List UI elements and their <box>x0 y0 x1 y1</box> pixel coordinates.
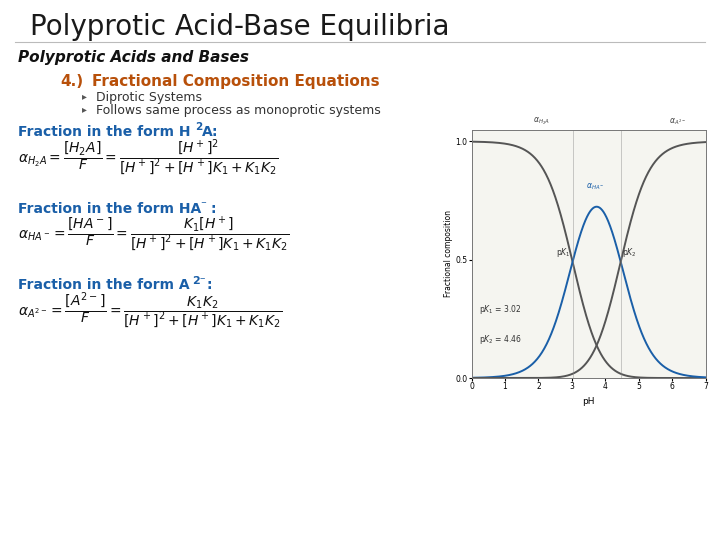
Text: $\alpha_{A^{2-}}$: $\alpha_{A^{2-}}$ <box>669 117 686 127</box>
Text: p$K_2$ = 4.46: p$K_2$ = 4.46 <box>479 333 522 346</box>
Text: 2: 2 <box>195 122 202 132</box>
Text: ▸: ▸ <box>82 104 87 114</box>
Text: ▸: ▸ <box>82 91 87 101</box>
Text: Fractional Composition Equations: Fractional Composition Equations <box>92 74 379 89</box>
Text: 2⁻: 2⁻ <box>192 276 206 286</box>
X-axis label: pH: pH <box>582 397 595 406</box>
Text: :: : <box>207 278 212 292</box>
Text: A:: A: <box>202 125 218 139</box>
Text: Fraction in the form H: Fraction in the form H <box>18 125 191 139</box>
Text: $\alpha_{HA^-} = \dfrac{[HA^-]}{F} = \dfrac{K_1[H^+]}{[H^+]^2 + [H^+]K_1 + K_1K_: $\alpha_{HA^-} = \dfrac{[HA^-]}{F} = \df… <box>18 215 289 254</box>
Text: $\alpha_{HA^-}$: $\alpha_{HA^-}$ <box>586 182 605 192</box>
Text: p$K_1$ = 3.02: p$K_1$ = 3.02 <box>479 303 521 316</box>
Text: Polyprotic Acids and Bases: Polyprotic Acids and Bases <box>18 50 249 65</box>
Text: p$K_1$: p$K_1$ <box>556 246 571 259</box>
Text: $\alpha_{H_2A}$: $\alpha_{H_2A}$ <box>534 116 550 127</box>
Text: Follows same process as monoprotic systems: Follows same process as monoprotic syste… <box>96 104 381 117</box>
Text: :: : <box>210 202 215 216</box>
Text: $\alpha_{H_2A} = \dfrac{[H_2A]}{F} = \dfrac{[H^+]^2}{[H^+]^2 + [H^+]K_1 + K_1K_2: $\alpha_{H_2A} = \dfrac{[H_2A]}{F} = \df… <box>18 138 278 178</box>
Y-axis label: Fractional composition: Fractional composition <box>444 210 453 298</box>
Text: Fraction in the form HA: Fraction in the form HA <box>18 202 202 216</box>
Text: ⁻: ⁻ <box>200 200 206 210</box>
Text: Polyprotic Acid-Base Equilibria: Polyprotic Acid-Base Equilibria <box>30 13 449 41</box>
Text: $\alpha_{A^{2-}} = \dfrac{[A^{2-}]}{F} = \dfrac{K_1K_2}{[H^+]^2 + [H^+]K_1 + K_1: $\alpha_{A^{2-}} = \dfrac{[A^{2-}]}{F} =… <box>18 291 282 332</box>
Text: p$K_2$: p$K_2$ <box>622 246 637 259</box>
Text: Fraction in the form A: Fraction in the form A <box>18 278 189 292</box>
Text: Diprotic Systems: Diprotic Systems <box>96 91 202 104</box>
Text: 4.): 4.) <box>60 74 83 89</box>
